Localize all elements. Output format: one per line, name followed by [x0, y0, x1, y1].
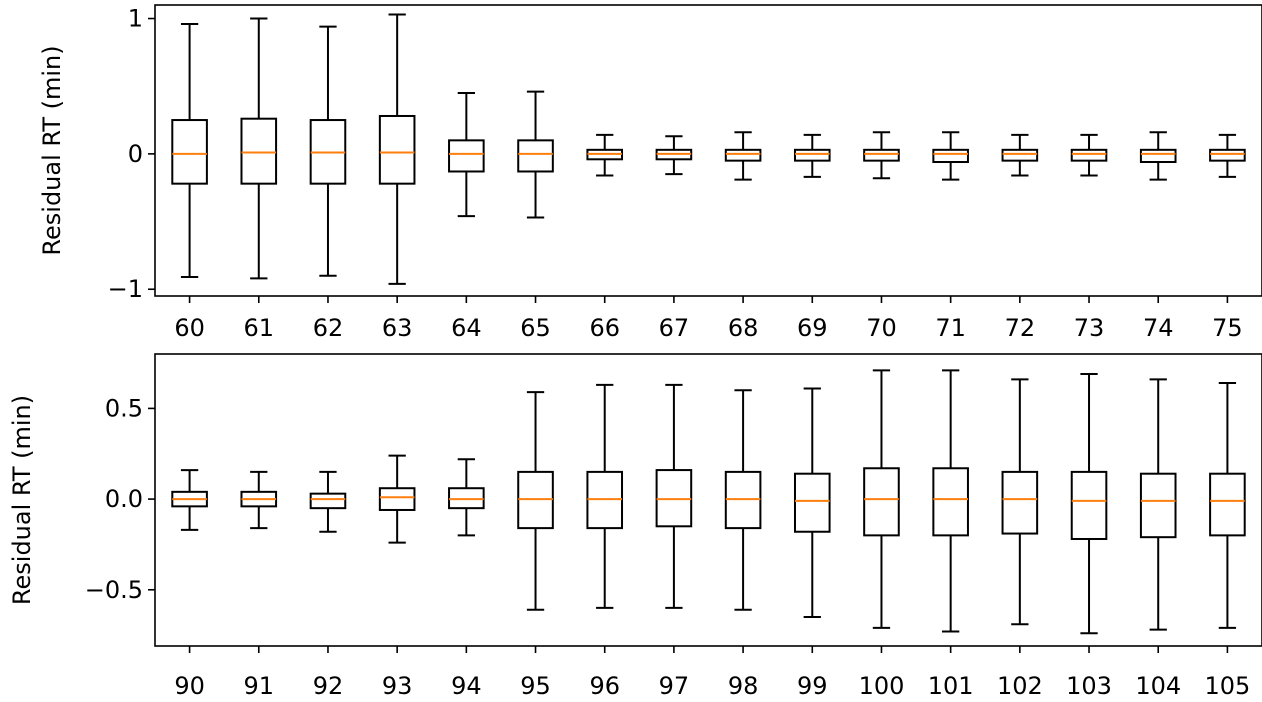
axes-frame — [154, 4, 1262, 297]
x-tick-label: 62 — [313, 314, 344, 342]
x-tick-label: 72 — [1005, 314, 1036, 342]
x-tick-label: 73 — [1074, 314, 1105, 342]
y-tick-label: −0.5 — [85, 576, 143, 604]
y-tick-label: −1 — [108, 275, 143, 303]
x-tick-label: 63 — [382, 314, 413, 342]
box-iqr — [171, 119, 208, 185]
box-iqr — [378, 487, 416, 511]
box-iqr — [309, 492, 347, 510]
box-iqr — [793, 148, 831, 162]
box-iqr — [1209, 472, 1246, 537]
box-iqr — [932, 467, 969, 537]
x-tick-label: 95 — [520, 672, 551, 700]
box-iqr — [793, 472, 831, 533]
y-tick-label: 0.5 — [105, 394, 143, 422]
y-axis-label: Residual RT (min) — [38, 45, 66, 255]
y-tick-label: 0 — [128, 140, 143, 168]
y-tick-label: 1 — [128, 5, 143, 33]
y-tick-label: 0.0 — [105, 485, 143, 513]
x-tick-label: 65 — [520, 314, 551, 342]
x-tick-label: 103 — [1066, 672, 1112, 700]
x-tick-label: 75 — [1212, 314, 1243, 342]
box-iqr — [448, 139, 485, 173]
y-axis-label: Residual RT (min) — [8, 395, 36, 605]
x-tick-label: 96 — [589, 672, 620, 700]
x-tick-label: 94 — [451, 672, 482, 700]
x-tick-label: 69 — [797, 314, 828, 342]
box-iqr — [1070, 470, 1108, 540]
bottom-boxplot-panel: −0.5 0.0 0.5 Residual RT (min) 90 91 92 93 94 95 9… — [8, 353, 1262, 700]
box-iqr — [1139, 472, 1177, 539]
x-tick-label: 64 — [451, 314, 482, 342]
x-tick-label: 66 — [589, 314, 620, 342]
box-iqr — [932, 148, 969, 164]
x-tick-label: 104 — [1135, 672, 1181, 700]
box-iqr — [724, 148, 762, 162]
box-iqr — [1070, 148, 1108, 162]
box-iqr — [1209, 148, 1246, 162]
box-iqr — [1001, 148, 1039, 162]
x-tick-label: 70 — [866, 314, 897, 342]
x-tick-label: 74 — [1143, 314, 1174, 342]
x-tick-label: 90 — [174, 672, 205, 700]
box-iqr — [240, 117, 278, 185]
axes-frame — [154, 353, 1262, 647]
box-iqr — [517, 139, 554, 173]
x-tick-label: 100 — [859, 672, 905, 700]
x-tick-label: 101 — [928, 672, 974, 700]
box-iqr — [378, 114, 416, 185]
x-tick-label: 71 — [935, 314, 966, 342]
box-iqr — [863, 148, 900, 162]
x-tick-label: 105 — [1205, 672, 1251, 700]
box-iqr — [1001, 470, 1039, 535]
x-tick-label: 97 — [659, 672, 690, 700]
x-tick-label: 60 — [174, 314, 205, 342]
x-tick-label: 68 — [728, 314, 759, 342]
x-tick-label: 99 — [797, 672, 828, 700]
x-tick-label: 102 — [997, 672, 1043, 700]
x-tick-label: 98 — [728, 672, 759, 700]
top-boxplot-panel: −1 0 1 Residual RT (min) 60 61 62 63 64 65 66 67 68 6… — [38, 4, 1262, 342]
x-tick-label: 91 — [244, 672, 275, 700]
x-tick-label: 93 — [382, 672, 413, 700]
box-iqr — [863, 467, 900, 537]
x-tick-label: 61 — [244, 314, 275, 342]
box-iqr — [1139, 148, 1177, 164]
x-tick-label: 67 — [659, 314, 690, 342]
x-tick-label: 92 — [313, 672, 344, 700]
